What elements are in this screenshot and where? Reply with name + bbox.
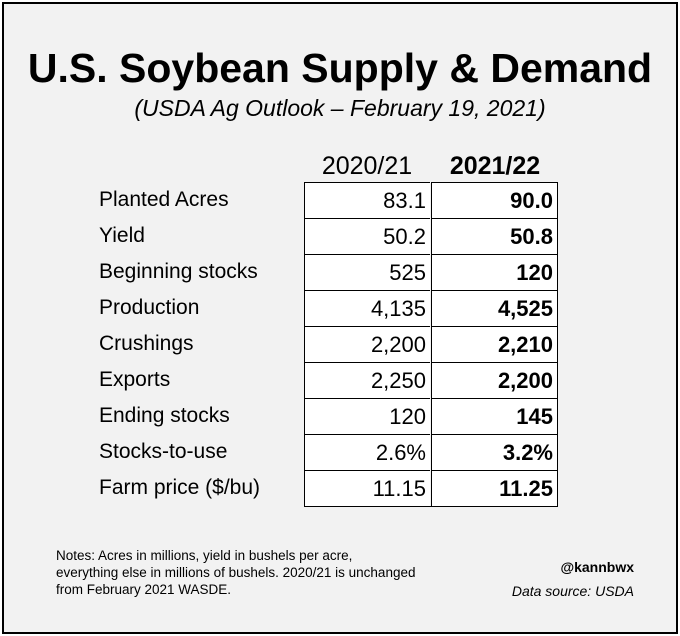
cell-2021-22: 90.0: [431, 182, 558, 218]
row-label: Exports: [99, 368, 171, 391]
chart-subtitle: (USDA Ag Outlook – February 19, 2021): [134, 95, 546, 121]
cell-2021-22: 3.2%: [431, 434, 558, 470]
row-label: Farm price ($/bu): [99, 476, 261, 499]
cell-2021-22: 11.25: [431, 470, 558, 506]
row-label: Ending stocks: [99, 404, 230, 427]
cell-2020-21: 11.15: [304, 470, 430, 506]
cell-2020-21: 83.1: [304, 182, 430, 218]
cell-2021-22: 2,200: [431, 362, 558, 398]
cell-2021-22: 2,210: [431, 326, 558, 362]
cell-2021-22: 145: [431, 398, 558, 434]
column-header-2020-21: 2020/21: [321, 152, 413, 180]
table-bottom-border: [304, 506, 558, 507]
cell-2021-22: 120: [431, 254, 558, 290]
cell-2021-22: 4,525: [431, 290, 558, 326]
cell-2020-21: 4,135: [304, 290, 430, 326]
row-label: Beginning stocks: [99, 260, 258, 283]
notes-text: Notes: Acres in millions, yield in bushe…: [56, 548, 416, 597]
cell-2020-21: 525: [304, 254, 430, 290]
cell-2020-21: 2,200: [304, 326, 430, 362]
row-label: Crushings: [99, 332, 194, 355]
row-label: Stocks-to-use: [99, 440, 228, 463]
chart-title: U.S. Soybean Supply & Demand: [27, 45, 653, 91]
cell-2021-22: 50.8: [431, 218, 558, 254]
row-label: Planted Acres: [99, 188, 229, 211]
row-label: Yield: [99, 224, 145, 247]
cell-2020-21: 2,250: [304, 362, 430, 398]
data-source: Data source: USDA: [511, 583, 634, 599]
cell-2020-21: 50.2: [304, 218, 430, 254]
row-label: Production: [99, 296, 200, 319]
column-header-2021-22: 2021/22: [449, 152, 541, 180]
cell-2020-21: 2.6%: [304, 434, 430, 470]
author-handle: @kannbwx: [560, 559, 634, 575]
cell-2020-21: 120: [304, 398, 430, 434]
